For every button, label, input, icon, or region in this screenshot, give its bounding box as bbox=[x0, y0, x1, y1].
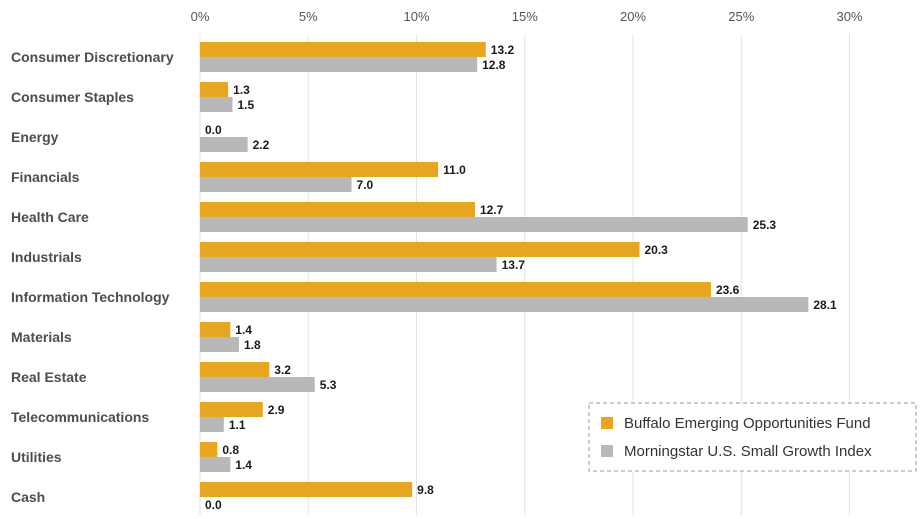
bar-index bbox=[200, 377, 315, 392]
data-label: 0.8 bbox=[222, 443, 239, 457]
data-label: 2.9 bbox=[268, 403, 285, 417]
bar-index bbox=[200, 57, 478, 72]
legend-box bbox=[588, 402, 917, 472]
bar-fund bbox=[200, 282, 711, 297]
category-label: Energy bbox=[11, 129, 59, 145]
bars bbox=[200, 42, 809, 497]
bar-fund bbox=[200, 482, 413, 497]
bar-index bbox=[200, 177, 352, 192]
bar-index bbox=[200, 217, 748, 232]
category-label: Industrials bbox=[11, 249, 82, 265]
category-label: Telecommunications bbox=[11, 409, 149, 425]
data-label: 0.0 bbox=[205, 498, 222, 512]
data-label: 1.8 bbox=[244, 338, 261, 352]
category-labels: Consumer Discretionary Consumer Staples En… bbox=[11, 49, 174, 505]
data-labels: 13.212.8 1.31.5 0.0 2.2 11.0 7.0 12.7 25.3 20.3 1… bbox=[205, 43, 837, 512]
data-label: 1.3 bbox=[233, 83, 250, 97]
x-tick-label: 20% bbox=[620, 9, 646, 24]
bar-index bbox=[200, 337, 239, 352]
category-label: Information Technology bbox=[11, 289, 170, 305]
data-label: 11.0 bbox=[443, 163, 466, 177]
bar-fund bbox=[200, 442, 218, 457]
bar-index bbox=[200, 257, 497, 272]
category-label: Consumer Staples bbox=[11, 89, 134, 105]
bar-index bbox=[200, 457, 231, 472]
bar-fund bbox=[200, 202, 475, 217]
category-label: Financials bbox=[11, 169, 80, 185]
data-label: 1.1 bbox=[229, 418, 246, 432]
category-label: Consumer Discretionary bbox=[11, 49, 174, 65]
data-label: 7.0 bbox=[357, 178, 374, 192]
bar-fund bbox=[200, 362, 270, 377]
data-label: 1.4 bbox=[235, 458, 252, 472]
bar-index bbox=[200, 97, 233, 112]
data-label: 28.1 bbox=[813, 298, 837, 312]
x-tick-label: 25% bbox=[728, 9, 754, 24]
bar-fund bbox=[200, 322, 231, 337]
data-label: 13.7 bbox=[502, 258, 526, 272]
bar-index bbox=[200, 417, 224, 432]
data-label: 13.2 bbox=[491, 43, 515, 57]
category-label: Cash bbox=[11, 489, 45, 505]
category-label: Health Care bbox=[11, 209, 89, 225]
legend: Buffalo Emerging Opportunities Fund Morn… bbox=[588, 402, 917, 472]
data-label: 2.2 bbox=[253, 138, 270, 152]
category-label: Utilities bbox=[11, 449, 62, 465]
data-label: 12.8 bbox=[482, 58, 506, 72]
bar-fund bbox=[200, 42, 486, 57]
bar-index bbox=[200, 297, 809, 312]
data-label: 9.8 bbox=[417, 483, 434, 497]
bar-fund bbox=[200, 402, 263, 417]
data-label: 0.0 bbox=[205, 123, 222, 137]
legend-label-fund: Buffalo Emerging Opportunities Fund bbox=[624, 415, 871, 432]
bar-fund bbox=[200, 162, 439, 177]
data-label: 25.3 bbox=[753, 218, 777, 232]
x-tick-label: 30% bbox=[836, 9, 862, 24]
x-tick-label: 0% bbox=[191, 9, 210, 24]
data-label: 20.3 bbox=[644, 243, 668, 257]
data-label: 3.2 bbox=[274, 363, 291, 377]
data-label: 1.5 bbox=[237, 98, 254, 112]
x-tick-label: 5% bbox=[299, 9, 318, 24]
x-tick-label: 15% bbox=[512, 9, 538, 24]
bar-fund bbox=[200, 242, 640, 257]
bar-index bbox=[200, 137, 248, 152]
data-label: 5.3 bbox=[320, 378, 337, 392]
category-label: Real Estate bbox=[11, 369, 87, 385]
legend-swatch-fund bbox=[601, 417, 613, 429]
x-tick-label: 10% bbox=[403, 9, 429, 24]
legend-swatch-index bbox=[601, 445, 613, 457]
gridlines bbox=[199, 34, 850, 515]
data-label: 23.6 bbox=[716, 283, 740, 297]
data-label: 12.7 bbox=[480, 203, 504, 217]
category-label: Materials bbox=[11, 329, 72, 345]
bar-fund bbox=[200, 82, 229, 97]
x-axis-ticks: 0% 5% 10% 15% 20% 25% 30% bbox=[191, 9, 863, 24]
legend-label-index: Morningstar U.S. Small Growth Index bbox=[624, 443, 872, 460]
data-label: 1.4 bbox=[235, 323, 252, 337]
